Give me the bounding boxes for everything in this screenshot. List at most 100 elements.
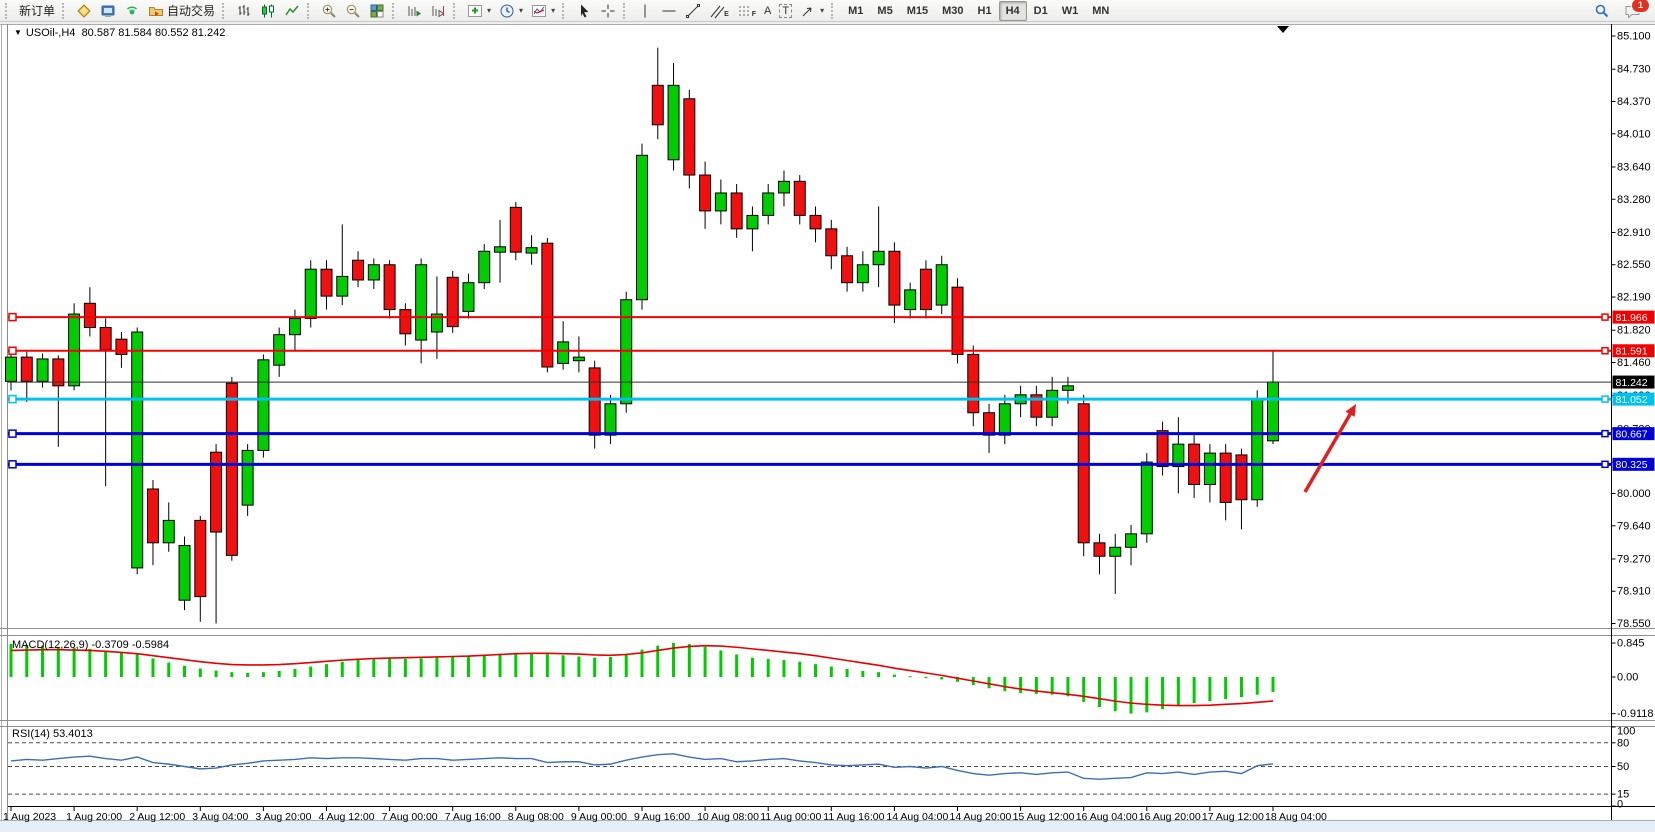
candlestick-type-button[interactable] [256,1,280,21]
macd-bar [261,672,265,677]
crosshair-tool-button[interactable] [596,1,620,21]
gem-icon [77,3,91,18]
candle [667,84,680,161]
tab-m15[interactable]: M15 [906,4,929,17]
bar-chart-icon [238,4,250,16]
indicators-button[interactable]: ▾ [463,1,495,21]
line-anchor[interactable] [8,312,17,322]
macd-bar [545,654,549,677]
candle [462,282,475,312]
macd-bar [845,668,849,677]
new-order-label: 新订单 [19,4,56,18]
vertical-line-tool-button[interactable] [633,1,657,21]
new-order-button[interactable]: 新订单 [15,1,59,21]
candle [36,358,49,382]
macd-bar [672,642,676,677]
price-tick: 82.190 [1617,292,1651,304]
clock-icon [500,4,514,17]
signal-button[interactable] [120,1,144,21]
candle [935,264,948,306]
auto-scroll-button[interactable] [402,1,426,21]
macd-bar [814,664,818,677]
macd-bar [230,672,234,677]
text-tool-button[interactable]: A [760,1,775,21]
candle [336,275,349,297]
macd-bar [466,655,470,677]
candle [399,309,412,335]
macd-bar [561,655,565,677]
line-anchor[interactable] [8,394,17,404]
tab-w1[interactable]: W1 [1061,4,1079,17]
rsi-line [10,753,1274,780]
tab-m1[interactable]: M1 [848,4,864,17]
price-tick: 81.460 [1617,357,1651,369]
candle [541,242,554,368]
trend-arrow[interactable] [1303,408,1355,493]
candle [841,255,854,284]
candle [20,356,33,382]
macd-bar [1224,677,1228,700]
chart-shift-marker[interactable] [1277,26,1289,33]
svg-text:0.845: 0.845 [1617,638,1645,650]
periods-button[interactable]: ▾ [495,1,527,21]
tab-mn[interactable]: MN [1092,4,1110,17]
zoom-out-button[interactable] [341,1,365,21]
macd-bar [498,653,502,677]
macd-bar [183,665,187,677]
notifications-button[interactable]: 1 [1620,0,1650,21]
macd-bar [1161,677,1165,710]
line-anchor[interactable] [8,346,17,356]
svg-text:81.591: 81.591 [1616,346,1648,358]
channel-tool-button[interactable]: E [705,1,733,21]
line-chart-type-button[interactable] [280,1,304,21]
terminal-button[interactable] [96,1,120,21]
candle [1251,398,1264,501]
candle [509,206,522,253]
macd-bar [829,666,833,677]
channel-label: E [724,10,729,18]
fibonacci-tool-button[interactable]: F [733,1,760,21]
trendline-tool-button[interactable] [681,1,705,21]
time-tick: 14 Aug 20:00 [950,811,1012,823]
candle [1030,394,1043,418]
macd-bar [1255,677,1259,695]
macd-bar [104,650,108,677]
cursor-tool-button[interactable] [572,1,596,21]
line-anchor[interactable] [8,460,17,469]
candle [1172,443,1185,468]
horizontal-line-tool-button[interactable] [657,1,681,21]
auto-scroll-icon [408,5,422,16]
bar-chart-type-button[interactable] [232,1,256,21]
macd-bar [956,677,959,682]
price-tick: 79.640 [1617,520,1651,532]
macd-bar [924,677,928,679]
search-button[interactable] [1590,1,1614,21]
tab-m30[interactable]: M30 [942,4,964,17]
macd-bar [482,654,486,677]
toolbar-grip [5,2,10,19]
gem-button[interactable] [72,1,96,21]
macd-bar [940,677,944,680]
zoom-in-button[interactable] [317,1,341,21]
time-tick: 10 Aug 08:00 [697,811,759,823]
macd-bar [135,654,139,677]
candle [5,356,17,382]
line-anchor[interactable] [8,429,17,438]
candle [557,341,570,364]
tile-windows-button[interactable] [365,1,389,21]
tab-m5[interactable]: M5 [877,4,893,17]
templates-button[interactable]: ▾ [527,1,559,21]
tile-windows-icon [370,4,384,17]
price-tick: 82.910 [1617,227,1651,239]
svg-text:50: 50 [1617,761,1629,773]
shapes-tool-button[interactable]: ▾ [796,1,828,21]
tab-h1[interactable]: H1 [977,4,992,17]
text-label-tool-button[interactable]: T [775,1,796,21]
tab-d1[interactable]: D1 [1033,4,1048,17]
tab-h4[interactable]: H4 [998,0,1027,21]
autotrade-button[interactable]: 自动交易 [144,1,219,21]
price-tick: 79.270 [1617,553,1651,565]
chart-shift-button[interactable] [426,1,450,21]
macd-bar [798,661,802,677]
